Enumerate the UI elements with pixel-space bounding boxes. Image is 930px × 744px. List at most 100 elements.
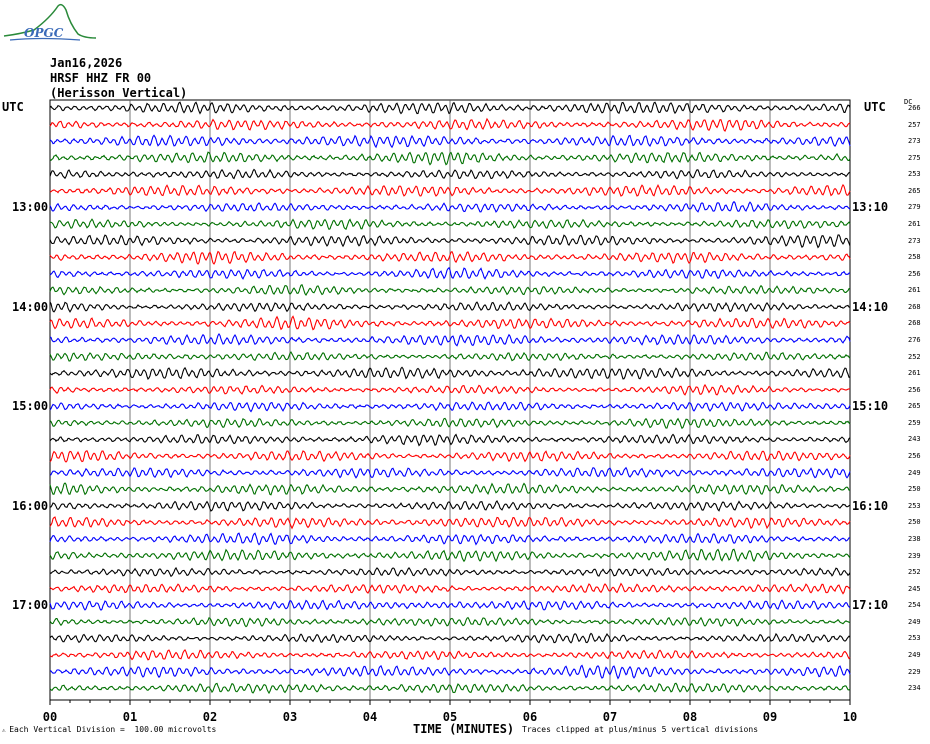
dc-offset-value: 238 (908, 534, 921, 543)
trace-line (49, 250, 851, 265)
dc-offset-value: 253 (908, 634, 921, 643)
trace-line (49, 516, 851, 530)
dc-offset-value: 265 (908, 186, 921, 195)
dc-offset-value: 253 (908, 170, 921, 179)
trace-line (49, 599, 851, 611)
dc-offset-value: 273 (908, 236, 921, 245)
trace-line (49, 134, 851, 149)
scale-note: ⚠ Each Vertical Division = 100.00 microv… (2, 725, 217, 734)
trace-line (49, 582, 851, 595)
hour-label-left: 17:00 (12, 598, 49, 613)
trace-line (49, 682, 851, 695)
trace-line (49, 450, 851, 463)
dc-offset-value: 252 (908, 568, 921, 577)
x-tick-label: 06 (522, 710, 538, 724)
trace-line (49, 101, 851, 115)
x-tick-label: 07 (602, 710, 618, 724)
trace-line (49, 548, 851, 563)
dc-offset-value: 268 (908, 319, 921, 328)
clip-note: Traces clipped at plus/minus 5 vertical … (522, 725, 759, 734)
dc-offset-value: 259 (908, 418, 921, 427)
dc-offset-value: 239 (908, 551, 921, 560)
trace-line (49, 466, 851, 479)
trace-line (49, 433, 851, 447)
dc-offset-value: 265 (908, 402, 921, 411)
x-tick-label: 10 (842, 710, 858, 724)
dc-offset-value: 249 (908, 650, 921, 659)
trace-line (49, 417, 851, 430)
dc-offset-value: 261 (908, 369, 921, 378)
trace-line (49, 117, 851, 132)
hour-label-left: 14:00 (12, 299, 49, 314)
utc-left-label: UTC (2, 100, 24, 114)
dc-offset-value: 279 (908, 203, 921, 212)
x-tick-label: 00 (42, 710, 58, 724)
trace-line (49, 200, 851, 213)
dc-offset-value: 245 (908, 584, 921, 593)
trace-line (49, 301, 851, 313)
trace-line (49, 532, 851, 546)
x-axis-title: TIME (MINUTES) (413, 722, 515, 736)
dc-offset-value: 250 (908, 518, 921, 527)
trace-line (49, 632, 851, 644)
dc-offset-value: 273 (908, 137, 921, 146)
hour-label-right: 15:10 (852, 399, 889, 414)
logo-text: OPGC (24, 26, 64, 40)
hour-label-right: 16:10 (852, 498, 889, 513)
station-location: (Herisson Vertical) (50, 86, 188, 100)
utc-right-label: UTC (864, 100, 886, 114)
trace-line (49, 266, 851, 280)
dc-offset-value: 261 (908, 286, 921, 295)
dc-header: DC (904, 98, 913, 106)
trace-line (49, 401, 851, 413)
x-tick-label: 05 (442, 710, 458, 724)
trace-line (50, 218, 851, 231)
trace-line (49, 168, 851, 180)
dc-offset-value: 256 (908, 269, 921, 278)
plot-date: Jan16,2026 (50, 56, 123, 70)
trace-line (49, 383, 851, 396)
trace-line (49, 566, 851, 578)
dc-offset-value: 258 (908, 253, 921, 262)
trace-line (49, 616, 851, 628)
dc-offset-value: 229 (908, 667, 921, 676)
dc-offset-value: 249 (908, 617, 921, 626)
x-tick-label: 08 (682, 710, 698, 724)
trace-line (49, 333, 851, 347)
x-tick-label: 02 (202, 710, 218, 724)
trace-line (49, 500, 851, 512)
x-tick-label: 03 (282, 710, 298, 724)
hour-label-right: 14:10 (852, 299, 889, 314)
x-tick-label: 04 (362, 710, 378, 724)
x-tick-label: 09 (762, 710, 778, 724)
dc-offset-value: 234 (908, 684, 921, 693)
dc-offset-value: 243 (908, 435, 921, 444)
hour-label-right: 13:10 (852, 200, 889, 215)
trace-line (49, 482, 851, 496)
scale-note-text: Each Vertical Division = 100.00 microvol… (9, 725, 217, 734)
trace-line (49, 315, 851, 331)
station-code: HRSF HHZ FR 00 (50, 71, 152, 85)
hour-label-right: 17:10 (852, 598, 889, 613)
x-tick-label: 01 (122, 710, 138, 724)
hour-label-left: 16:00 (12, 498, 49, 513)
opgc-logo (3, 3, 97, 41)
trace-line (49, 648, 851, 661)
trace-line (49, 664, 851, 680)
trace-line (49, 366, 851, 381)
dc-offset-value: 257 (908, 120, 921, 129)
trace-line (49, 183, 851, 197)
trace-line (49, 151, 851, 166)
dc-offset-value: 256 (908, 452, 921, 461)
dc-offset-value: 254 (908, 601, 921, 610)
dc-offset-value: 266 (908, 104, 921, 112)
dc-offset-value: 250 (908, 485, 921, 494)
dc-offset-value: 276 (908, 336, 921, 345)
trace-line (49, 284, 851, 296)
dc-offset-value: 261 (908, 220, 921, 229)
dc-offset-value: 275 (908, 153, 921, 162)
dc-offset-value: 256 (908, 385, 921, 394)
hour-label-left: 13:00 (12, 200, 49, 215)
dc-offset-value: 252 (908, 352, 921, 361)
